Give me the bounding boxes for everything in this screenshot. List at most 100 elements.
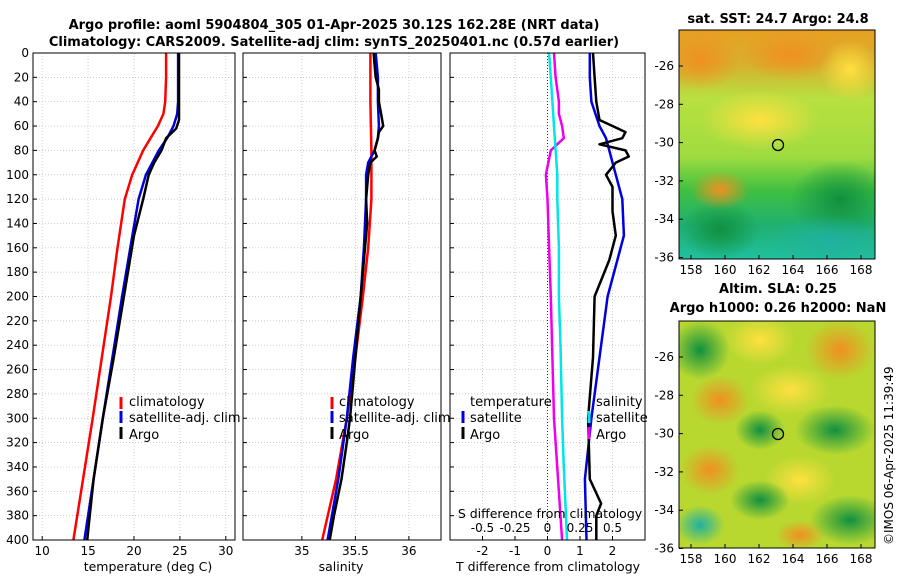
y-tick-label: 100	[6, 168, 29, 182]
y-tick-label: 300	[6, 411, 29, 425]
x-tick-label: 25	[172, 544, 187, 558]
sst-map-title: sat. SST: 24.7 Argo: 24.8	[687, 12, 868, 27]
y-tick-label: 20	[14, 70, 29, 84]
figure-title-line2: Climatology: CARS2009. Satellite-adj cli…	[49, 35, 619, 50]
series-line-satellite-adj-clim	[83, 53, 180, 541]
legend-salinity-header: salinity	[596, 395, 643, 410]
x-tick-label: 1	[576, 544, 584, 558]
legend-salinity-satellite-label: satellite	[596, 411, 648, 426]
x-tick-label: -1	[509, 544, 521, 558]
series-line-satellite-adj-clim	[326, 52, 381, 541]
series-line-salinity-difference-satellite	[547, 52, 569, 541]
map-x-tick-label: 162	[748, 552, 771, 566]
map-y-tick-label: -28	[654, 97, 674, 111]
top-axis-tick-label: 0.25	[567, 521, 594, 535]
y-tick-label: 360	[6, 484, 29, 498]
x-tick-label: 30	[218, 544, 233, 558]
y-tick-label: 260	[6, 363, 29, 377]
map-y-tick-label: -34	[654, 503, 674, 517]
sla-map-title-line1: Altim. SLA: 0.25	[719, 282, 837, 297]
x-tick-label: 15	[80, 544, 95, 558]
top-axis-tick-label: -0.5	[471, 521, 494, 535]
legend-argo-label: Argo	[470, 428, 500, 443]
map-y-tick-label: -26	[654, 350, 674, 364]
salinity-legend: climatology satellite-adj. clim Argo	[330, 395, 451, 443]
y-tick-label: 120	[6, 192, 29, 206]
map-y-tick-label: -34	[654, 212, 674, 226]
map-x-tick-label: 164	[782, 263, 805, 277]
sst-argo-marker	[771, 138, 785, 152]
map-y-tick-label: -30	[654, 427, 674, 441]
y-tick-label: 40	[14, 95, 29, 109]
x-tick-label: 2	[609, 544, 617, 558]
legend-salinity-argo-label: Argo	[596, 428, 626, 443]
map-y-tick-label: -32	[654, 174, 674, 188]
map-x-tick-label: 158	[680, 552, 703, 566]
difference-panel: -2 -1 0 1 2 -0.5 -0.25 0 0.25 0.5	[449, 52, 646, 558]
series-line-salinity-satellite-temperature-clim-diff-	[544, 52, 566, 541]
y-tick-label: 60	[14, 119, 29, 133]
series-line-argo	[85, 53, 181, 541]
salinity-xlabel: salinity	[319, 559, 364, 574]
legend-argo-label: Argo	[129, 428, 159, 443]
top-axis-tick-label: 0	[544, 521, 552, 535]
legend-climatology-label: climatology	[129, 395, 205, 410]
series-line-climatology	[72, 53, 168, 541]
difference-xlabel: T difference from climatology	[455, 559, 641, 574]
x-tick-label: -2	[477, 544, 489, 558]
legend-satellite-label: satellite-adj. clim	[129, 411, 241, 426]
figure-title-line1: Argo profile: aoml 5904804_305 01-Apr-20…	[69, 18, 600, 33]
y-tick-label: 80	[14, 143, 29, 157]
difference-legend-temperature: temperature satellite Argo	[461, 395, 552, 443]
temperature-xlabel: temperature (deg C)	[84, 559, 213, 574]
series-line-temperature-satellite	[583, 53, 626, 541]
y-tick-label: 320	[6, 436, 29, 450]
map-x-tick-label: 160	[714, 552, 737, 566]
legend-climatology-label: climatology	[339, 395, 415, 410]
y-tick-label: 240	[6, 338, 29, 352]
sst-map-image	[679, 30, 875, 259]
y-tick-label: 140	[6, 216, 29, 230]
y-tick-label: 340	[6, 460, 29, 474]
map-y-tick-label: -36	[654, 251, 674, 265]
x-tick-label: 35	[294, 544, 309, 558]
series-line-climatology	[320, 53, 373, 541]
y-tick-label: 280	[6, 387, 29, 401]
map-y-tick-label: -26	[654, 59, 674, 73]
y-tick-label: 160	[6, 241, 29, 255]
sla-argo-marker	[771, 427, 785, 441]
map-y-tick-label: -32	[654, 465, 674, 479]
legend-argo-label: Argo	[339, 428, 369, 443]
map-x-tick-label: 158	[680, 263, 703, 277]
legend-satellite-label: satellite-adj. clim	[339, 411, 451, 426]
map-x-tick-label: 166	[816, 552, 839, 566]
legend-satellite-label: satellite	[470, 411, 522, 426]
map-x-tick-label: 168	[850, 263, 873, 277]
map-x-tick-label: 168	[850, 552, 873, 566]
sla-map-title-line2: Argo h1000: 0.26 h2000: NaN	[670, 301, 887, 316]
top-axis-tick-label: -0.25	[499, 521, 530, 535]
map-y-tick-label: -30	[654, 136, 674, 150]
y-tick-label: 180	[6, 265, 29, 279]
y-tick-label: 0	[21, 46, 29, 60]
x-tick-label: 20	[126, 544, 141, 558]
map-x-tick-label: 166	[816, 263, 839, 277]
credit-text: ©IMOS 06-Apr-2025 11:39:49	[882, 366, 896, 545]
x-tick-label: 36	[401, 544, 416, 558]
series-line-argo	[328, 52, 385, 541]
x-tick-label: 35.5	[342, 544, 369, 558]
map-x-tick-label: 164	[782, 552, 805, 566]
y-tick-label: 220	[6, 314, 29, 328]
map-y-tick-label: -28	[654, 388, 674, 402]
map-y-tick-label: -36	[654, 542, 674, 556]
legend-temperature-header: temperature	[470, 395, 552, 410]
top-axis-tick-label: 0.5	[603, 521, 622, 535]
difference-top-axis-label: S difference from climatology	[458, 506, 643, 521]
y-tick-label: 400	[6, 533, 29, 547]
y-tick-label: 380	[6, 509, 29, 523]
map-x-tick-label: 160	[714, 263, 737, 277]
temperature-panel: 10 15 20 25 30020406080100120140160180200220…	[6, 46, 236, 558]
y-tick-label: 200	[6, 290, 29, 304]
sla-map-image	[679, 321, 875, 548]
